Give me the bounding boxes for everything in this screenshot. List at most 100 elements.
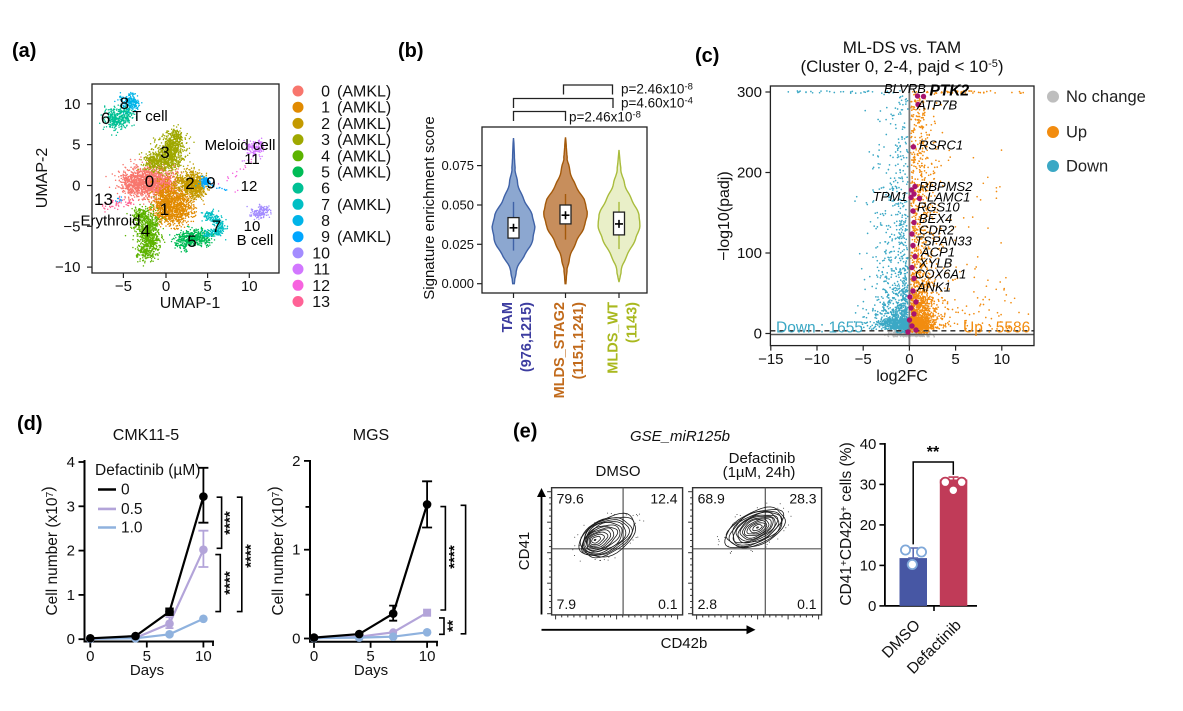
svg-text:1: 1 (67, 587, 75, 604)
svg-text:12.4: 12.4 (650, 491, 677, 507)
svg-text:(AMKL): (AMKL) (337, 100, 391, 117)
svg-text:0.000: 0.000 (441, 276, 474, 291)
svg-text:CMK11-5: CMK11-5 (113, 427, 179, 444)
svg-text:Down : 1655: Down : 1655 (776, 320, 863, 337)
svg-text:DMSO: DMSO (596, 463, 641, 480)
svg-text:3: 3 (160, 143, 169, 162)
svg-text:−log10(padj): −log10(padj) (716, 171, 733, 260)
svg-text:9: 9 (321, 229, 330, 246)
svg-text:BLVRB: BLVRB (884, 81, 926, 96)
svg-text:**: ** (927, 444, 940, 461)
svg-text:1: 1 (292, 542, 300, 559)
svg-text:(a): (a) (12, 40, 36, 62)
svg-text:10: 10 (312, 245, 330, 262)
svg-text:COX6A1: COX6A1 (915, 267, 966, 282)
svg-text:p=2.46x10-8: p=2.46x10-8 (621, 82, 693, 97)
svg-text:ANK1: ANK1 (916, 280, 951, 295)
svg-text:****: **** (222, 571, 239, 595)
svg-text:ML-DS vs. TAM: ML-DS vs. TAM (843, 38, 961, 57)
svg-text:(d): (d) (17, 413, 43, 435)
svg-text:(b): (b) (398, 40, 424, 62)
svg-text:300: 300 (737, 84, 762, 101)
svg-text:(1µM, 24h): (1µM, 24h) (723, 464, 796, 481)
svg-text:0: 0 (321, 84, 330, 101)
svg-text:MLDS_WT: MLDS_WT (605, 302, 621, 374)
svg-text:Cell number (x107): Cell number (x107) (40, 486, 61, 615)
svg-text:GSE_miR125b: GSE_miR125b (630, 428, 730, 445)
svg-text:6: 6 (321, 181, 330, 198)
svg-text:XYLB: XYLB (918, 256, 953, 271)
svg-text:4: 4 (141, 222, 150, 241)
svg-text:−15: −15 (758, 351, 783, 368)
svg-text:12: 12 (312, 278, 330, 295)
svg-text:UMAP-2: UMAP-2 (34, 148, 51, 209)
svg-text:13: 13 (312, 294, 330, 311)
svg-text:0: 0 (162, 278, 170, 295)
svg-text:5: 5 (203, 278, 211, 295)
svg-text:RSRC1: RSRC1 (919, 138, 963, 153)
svg-text:10: 10 (993, 351, 1010, 368)
svg-text:(976,1215): (976,1215) (519, 302, 535, 372)
svg-text:Up: Up (1066, 124, 1087, 142)
svg-text:0: 0 (72, 178, 80, 195)
svg-text:5: 5 (187, 232, 196, 251)
svg-text:****: **** (243, 544, 260, 568)
svg-text:BEX4: BEX4 (919, 211, 952, 226)
svg-text:B cell: B cell (237, 232, 274, 249)
svg-text:0.1: 0.1 (658, 596, 678, 612)
svg-text:0: 0 (905, 351, 913, 368)
svg-text:−5: −5 (63, 218, 80, 235)
svg-text:10: 10 (241, 278, 258, 295)
svg-text:LAMC1: LAMC1 (927, 190, 970, 205)
svg-text:p=2.46x10-8: p=2.46x10-8 (569, 110, 641, 125)
svg-text:7: 7 (212, 217, 221, 236)
svg-text:30: 30 (860, 476, 877, 493)
svg-text:No change: No change (1066, 88, 1146, 106)
svg-text:0.025: 0.025 (441, 237, 474, 252)
svg-text:9: 9 (206, 174, 215, 193)
svg-text:TPM1: TPM1 (873, 189, 908, 204)
svg-text:4: 4 (321, 148, 330, 165)
svg-text:CDR2: CDR2 (919, 223, 955, 238)
svg-text:−5: −5 (855, 351, 872, 368)
svg-text:(c): (c) (695, 45, 719, 67)
svg-text:3: 3 (67, 498, 75, 515)
svg-text:(1151,1241): (1151,1241) (571, 302, 587, 380)
svg-text:5: 5 (72, 137, 80, 154)
svg-text:5: 5 (143, 648, 151, 665)
svg-text:MLDS_STAG2: MLDS_STAG2 (552, 302, 568, 398)
svg-text:3: 3 (321, 132, 330, 149)
svg-text:CD41: CD41 (516, 532, 533, 570)
svg-text:−5: −5 (115, 278, 132, 295)
svg-text:Cell number (x107): Cell number (x107) (266, 486, 287, 615)
svg-text:8: 8 (120, 94, 129, 113)
svg-text:Meloid cell: Meloid cell (205, 137, 276, 154)
svg-text:0: 0 (86, 648, 94, 665)
svg-text:7: 7 (321, 197, 330, 214)
svg-text:Signature enrichment score: Signature enrichment score (421, 116, 438, 299)
svg-text:(AMKL): (AMKL) (337, 197, 391, 214)
svg-text:0: 0 (145, 172, 154, 191)
svg-text:p=4.60x10-4: p=4.60x10-4 (621, 96, 693, 111)
svg-text:(Cluster 0, 2-4, pajd < 10-5): (Cluster 0, 2-4, pajd < 10-5) (800, 57, 1003, 76)
svg-text:UMAP-1: UMAP-1 (160, 295, 221, 312)
svg-text:0.1: 0.1 (797, 596, 817, 612)
svg-text:ACP1: ACP1 (920, 245, 955, 260)
svg-text:Down: Down (1066, 158, 1108, 176)
svg-text:20: 20 (860, 517, 877, 534)
svg-text:40: 40 (860, 436, 877, 453)
svg-text:CD42b: CD42b (661, 635, 708, 652)
svg-text:(AMKL): (AMKL) (337, 229, 391, 246)
svg-text:5: 5 (366, 648, 374, 665)
svg-text:200: 200 (737, 165, 762, 182)
svg-text:79.6: 79.6 (557, 491, 584, 507)
svg-text:−10: −10 (804, 351, 829, 368)
svg-text:****: **** (446, 545, 463, 569)
svg-text:0: 0 (868, 598, 876, 615)
svg-text:CD41+CD42b+ cells (%): CD41+CD42b+ cells (%) (838, 442, 855, 605)
svg-text:0.050: 0.050 (441, 198, 474, 213)
svg-text:0: 0 (67, 631, 75, 648)
svg-text:10: 10 (195, 648, 212, 665)
svg-text:−10: −10 (55, 259, 80, 276)
svg-text:(e): (e) (513, 421, 537, 443)
